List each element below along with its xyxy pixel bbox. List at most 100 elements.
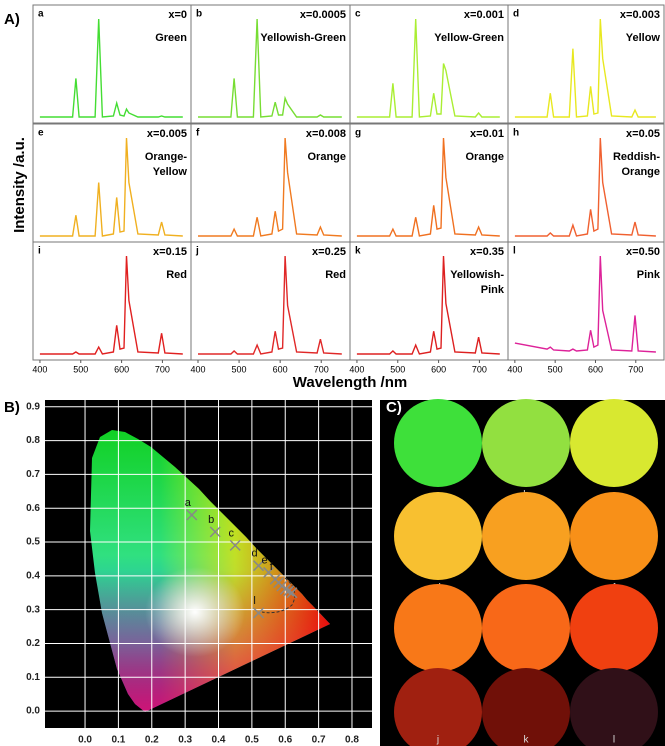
x-tick-label: 0.8 [345,735,359,746]
panel-label: B) [4,399,20,416]
doping-label: x=0.003 [620,9,660,21]
doping-label: x=0.008 [306,128,346,140]
x-tick-label: 0.5 [245,735,259,746]
panel-frame [191,5,350,123]
color-name: Red [166,269,187,281]
color-name: Orange- [145,151,188,163]
color-name: Yellowish-Green [260,32,346,44]
panel-frame [350,5,508,123]
panel-frame [350,242,508,360]
x-tick-label: 600 [114,364,129,374]
x-tick-label: 400 [190,364,205,374]
color-name: Orange [621,166,660,178]
x-tick-label: 600 [588,364,603,374]
sample-photo [482,399,570,487]
color-name: Red [325,269,346,281]
color-name: Yellow [153,166,188,178]
sample-label: l [613,735,615,746]
x-tick-label: 500 [232,364,247,374]
doping-label: x=0.005 [147,128,187,140]
panel-frame [33,5,191,123]
figure: A) Intensity /a.u. Wavelength /nm B) C) … [0,0,665,746]
y-tick-label: 0.4 [26,570,40,581]
point-label: e [261,554,267,566]
point-label: l [253,595,255,607]
x-tick-label: 0.4 [212,735,226,746]
panel-letter: g [355,128,361,139]
x-axis-label: Wavelength /nm [293,374,407,391]
sample-photo [570,492,658,580]
color-name: Yellowish- [450,269,504,281]
sample-photo [394,399,482,487]
sample-photo [482,584,570,672]
doping-label: x=0 [168,9,187,21]
panel-letter: e [38,128,44,139]
point-label: a [185,497,192,509]
y-axis-label: Intensity /a.u. [11,137,28,233]
doping-label: x=0.25 [312,246,346,258]
x-tick-label: 400 [507,364,522,374]
panel-frame [191,242,350,360]
doping-label: x=0.01 [470,128,504,140]
x-tick-label: 700 [155,364,170,374]
panel-letter: a [38,9,44,20]
y-tick-label: 0.5 [26,537,40,548]
doping-label: x=0.15 [153,246,187,258]
point-label: d [251,548,257,560]
x-tick-label: 500 [390,364,405,374]
y-tick-label: 0.6 [26,503,40,514]
panel-letter: l [513,246,516,257]
sample-photo [482,492,570,580]
sample-photo [394,584,482,672]
doping-label: x=0.35 [470,246,504,258]
color-name: Green [155,32,187,44]
panel-letter: d [513,9,519,20]
x-tick-label: 700 [314,364,329,374]
y-tick-label: 0.2 [26,638,40,649]
x-tick-label: 400 [32,364,47,374]
y-tick-label: 0.7 [26,469,40,480]
x-tick-label: 700 [628,364,643,374]
x-tick-label: 500 [548,364,563,374]
y-tick-label: 0.0 [26,706,40,717]
color-name: Yellow-Green [434,32,504,44]
y-tick-label: 0.1 [26,672,40,683]
x-tick-label: 700 [472,364,487,374]
panel-frame [508,242,664,360]
point-label: b [208,514,214,526]
x-tick-label: 400 [349,364,364,374]
panel-label: A) [4,11,20,28]
x-tick-label: 0.1 [111,735,125,746]
doping-label: x=0.0005 [300,9,346,21]
panel-letter: c [355,9,361,20]
panel-frame [350,124,508,242]
x-tick-label: 0.3 [178,735,192,746]
x-tick-label: 500 [73,364,88,374]
x-tick-label: 0.0 [78,735,92,746]
x-tick-label: 0.7 [312,735,326,746]
doping-label: x=0.50 [626,246,660,258]
x-tick-label: 600 [431,364,446,374]
panel-frame [508,124,664,242]
color-name: Orange [307,151,346,163]
x-tick-label: 600 [273,364,288,374]
page: A) Intensity /a.u. Wavelength /nm B) C) … [0,0,665,746]
color-name: Orange [465,151,504,163]
sample-photo [570,399,658,487]
panel-letter: i [38,246,41,257]
panel-frame [508,5,664,123]
y-tick-label: 0.8 [26,435,40,446]
panel-letter: b [196,9,202,20]
panel-label: C) [386,399,402,416]
y-tick-label: 0.9 [26,401,40,412]
sample-photo [570,584,658,672]
x-tick-label: 0.6 [278,735,292,746]
panel-frame [33,124,191,242]
color-name: Yellow [626,32,661,44]
color-name: Pink [481,284,505,296]
panel-letter: h [513,128,519,139]
x-tick-label: 0.2 [145,735,159,746]
panel-letter: k [355,246,361,257]
sample-label: j [436,735,439,746]
panel-letter: j [195,246,199,257]
